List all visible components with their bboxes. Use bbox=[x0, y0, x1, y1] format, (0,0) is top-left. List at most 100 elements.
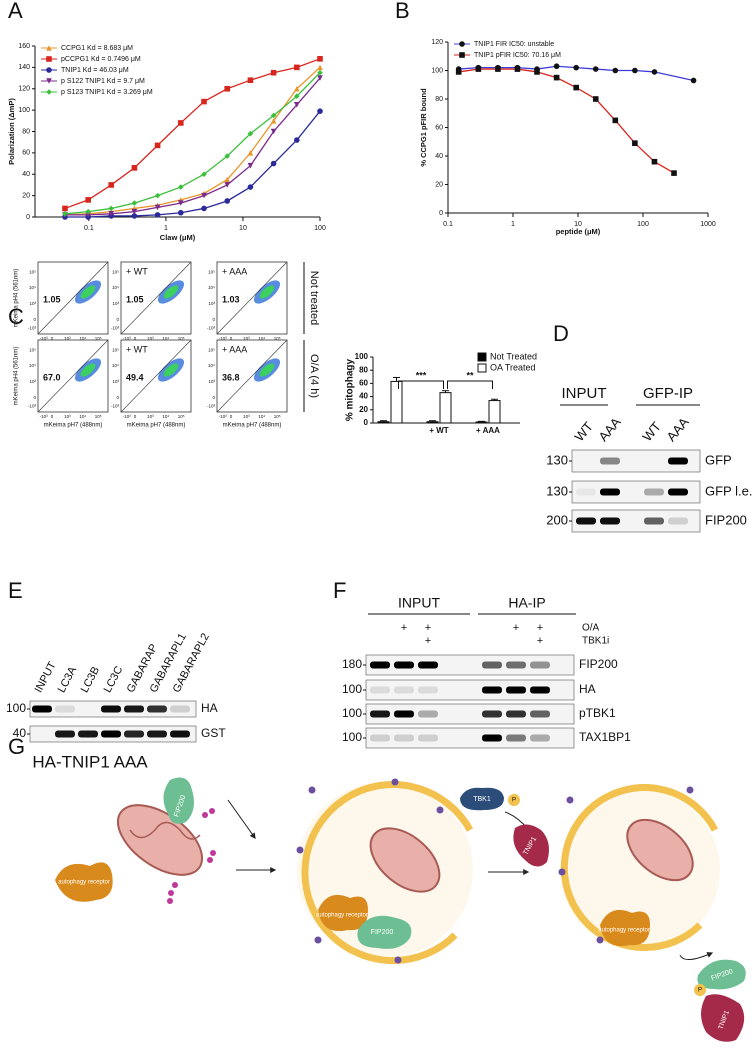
y-tick-label: 100 bbox=[431, 67, 443, 74]
band-label: FIP200 bbox=[705, 512, 747, 527]
x-tick-label: 0.1 bbox=[84, 225, 94, 232]
group-label: GFP-IP bbox=[643, 385, 693, 402]
flow-tick-label: 10³ bbox=[64, 414, 71, 419]
x-axis-label: peptide (μM) bbox=[556, 227, 601, 236]
bar bbox=[390, 380, 403, 424]
band-label: TAX1BP1 bbox=[579, 730, 631, 744]
condition-sign: + bbox=[537, 622, 543, 634]
blot-band bbox=[482, 710, 502, 718]
x-tick-label: 10 bbox=[574, 221, 582, 228]
blot-band bbox=[576, 517, 596, 525]
flow-column-label: + AAA bbox=[222, 266, 247, 276]
flow-tick-label: 10³ bbox=[112, 301, 119, 306]
flow-population-core bbox=[80, 363, 96, 377]
data-point bbox=[534, 69, 540, 75]
legend-label: TNIP1 FIR IC50: unstable bbox=[474, 41, 554, 48]
blot-band bbox=[600, 517, 620, 525]
row-label: O/A (4 h) bbox=[308, 354, 320, 398]
mw-marker: 180 bbox=[342, 657, 362, 671]
flow-value: 1.03 bbox=[222, 294, 240, 304]
series-line bbox=[458, 65, 694, 82]
flow-value: 36.8 bbox=[222, 372, 240, 382]
diagram: FIP200 autophagy receptor autophagy rece… bbox=[55, 777, 746, 1042]
data-point bbox=[224, 85, 231, 92]
panel-label: D bbox=[553, 321, 569, 346]
x-tick-label: 1000 bbox=[700, 221, 716, 228]
panel-label: B bbox=[395, 0, 410, 23]
flow-tick-label: -10³ bbox=[207, 403, 216, 408]
mw-marker: 130 bbox=[546, 483, 568, 498]
condition-sign: + bbox=[537, 635, 543, 647]
legend-marker bbox=[46, 67, 52, 73]
legend-label: Not Treated bbox=[490, 351, 537, 361]
legend-swatch bbox=[477, 363, 487, 373]
blot-band bbox=[576, 488, 596, 496]
data-point bbox=[131, 165, 138, 171]
legend-marker bbox=[459, 41, 465, 47]
group-label: INPUT bbox=[398, 595, 440, 611]
significance-bracket bbox=[447, 380, 493, 389]
flow-tick-label: 10³ bbox=[29, 379, 36, 384]
x-tick-label: 100 bbox=[637, 221, 649, 228]
flow-tick-label: 10⁵ bbox=[95, 414, 102, 419]
gate-line bbox=[120, 339, 192, 413]
legend-label: pCCPG1 Kd = 0.7496 μM bbox=[61, 56, 141, 63]
flow-tick-label: 10³ bbox=[147, 414, 154, 419]
blot-band bbox=[668, 457, 688, 465]
group-label: INPUT bbox=[562, 385, 607, 402]
data-point bbox=[177, 200, 184, 206]
band-label: FIP200 bbox=[579, 657, 618, 671]
data-point bbox=[270, 69, 277, 76]
lc3 bbox=[558, 786, 694, 944]
y-tick-label: 80 bbox=[22, 128, 30, 135]
flow-tick-label: -10³ bbox=[123, 336, 132, 341]
flow-tick-label: 10⁵ bbox=[208, 269, 215, 274]
data-point bbox=[154, 204, 161, 211]
arrow bbox=[227, 799, 256, 839]
data-point bbox=[592, 96, 599, 102]
flow-tick-label: 10⁵ bbox=[178, 336, 185, 341]
flow-tick-label: 10⁴ bbox=[112, 285, 119, 290]
data-point bbox=[317, 75, 323, 81]
band-label: HA bbox=[201, 701, 218, 715]
data-point bbox=[270, 112, 277, 119]
data-point bbox=[154, 212, 161, 218]
phospho bbox=[508, 794, 520, 806]
legend-label: CCPG1 Kd = 8.683 μM bbox=[61, 45, 133, 52]
blot-band bbox=[506, 710, 526, 718]
flow-tick-label: 0 bbox=[230, 336, 233, 341]
panel-label: E bbox=[8, 578, 23, 603]
data-point bbox=[455, 69, 462, 75]
blot-band bbox=[418, 661, 438, 669]
flow-tick-label: 0 bbox=[33, 317, 36, 322]
flow-value: 1.05 bbox=[126, 294, 144, 304]
data-point bbox=[224, 198, 231, 204]
data-point bbox=[201, 205, 207, 212]
y-tick-label: 120 bbox=[431, 39, 443, 46]
data-point bbox=[247, 77, 254, 83]
data-point bbox=[247, 150, 254, 156]
blot-band bbox=[55, 705, 75, 713]
flow-tick-label: 10³ bbox=[147, 336, 154, 341]
y-tick-label: 140 bbox=[18, 64, 30, 71]
panel-label: F bbox=[333, 578, 346, 603]
flow-population-core bbox=[80, 285, 96, 299]
legend-marker bbox=[46, 78, 52, 84]
data-point bbox=[62, 210, 68, 217]
flow-tick-label: 0 bbox=[51, 336, 54, 341]
x-tick-label: + WT bbox=[429, 426, 448, 435]
flow-tick-label: 10⁴ bbox=[29, 363, 36, 368]
band-label: GFP l.e. bbox=[705, 483, 752, 498]
data-point bbox=[177, 120, 184, 126]
y-axis-label: % mitophagy bbox=[345, 358, 356, 421]
data-point bbox=[108, 182, 115, 188]
significance-label: ** bbox=[466, 370, 474, 380]
data-point bbox=[224, 153, 231, 159]
row-label: Not treated bbox=[308, 271, 320, 325]
flow-tick-label: -10³ bbox=[207, 325, 216, 330]
diagram-label: autophagy receptor bbox=[316, 913, 368, 919]
flow-tick-label: 10⁴ bbox=[112, 363, 119, 368]
blot-band bbox=[506, 686, 526, 694]
phagophore bbox=[301, 781, 474, 965]
y-tick-label: 40 bbox=[359, 392, 368, 401]
